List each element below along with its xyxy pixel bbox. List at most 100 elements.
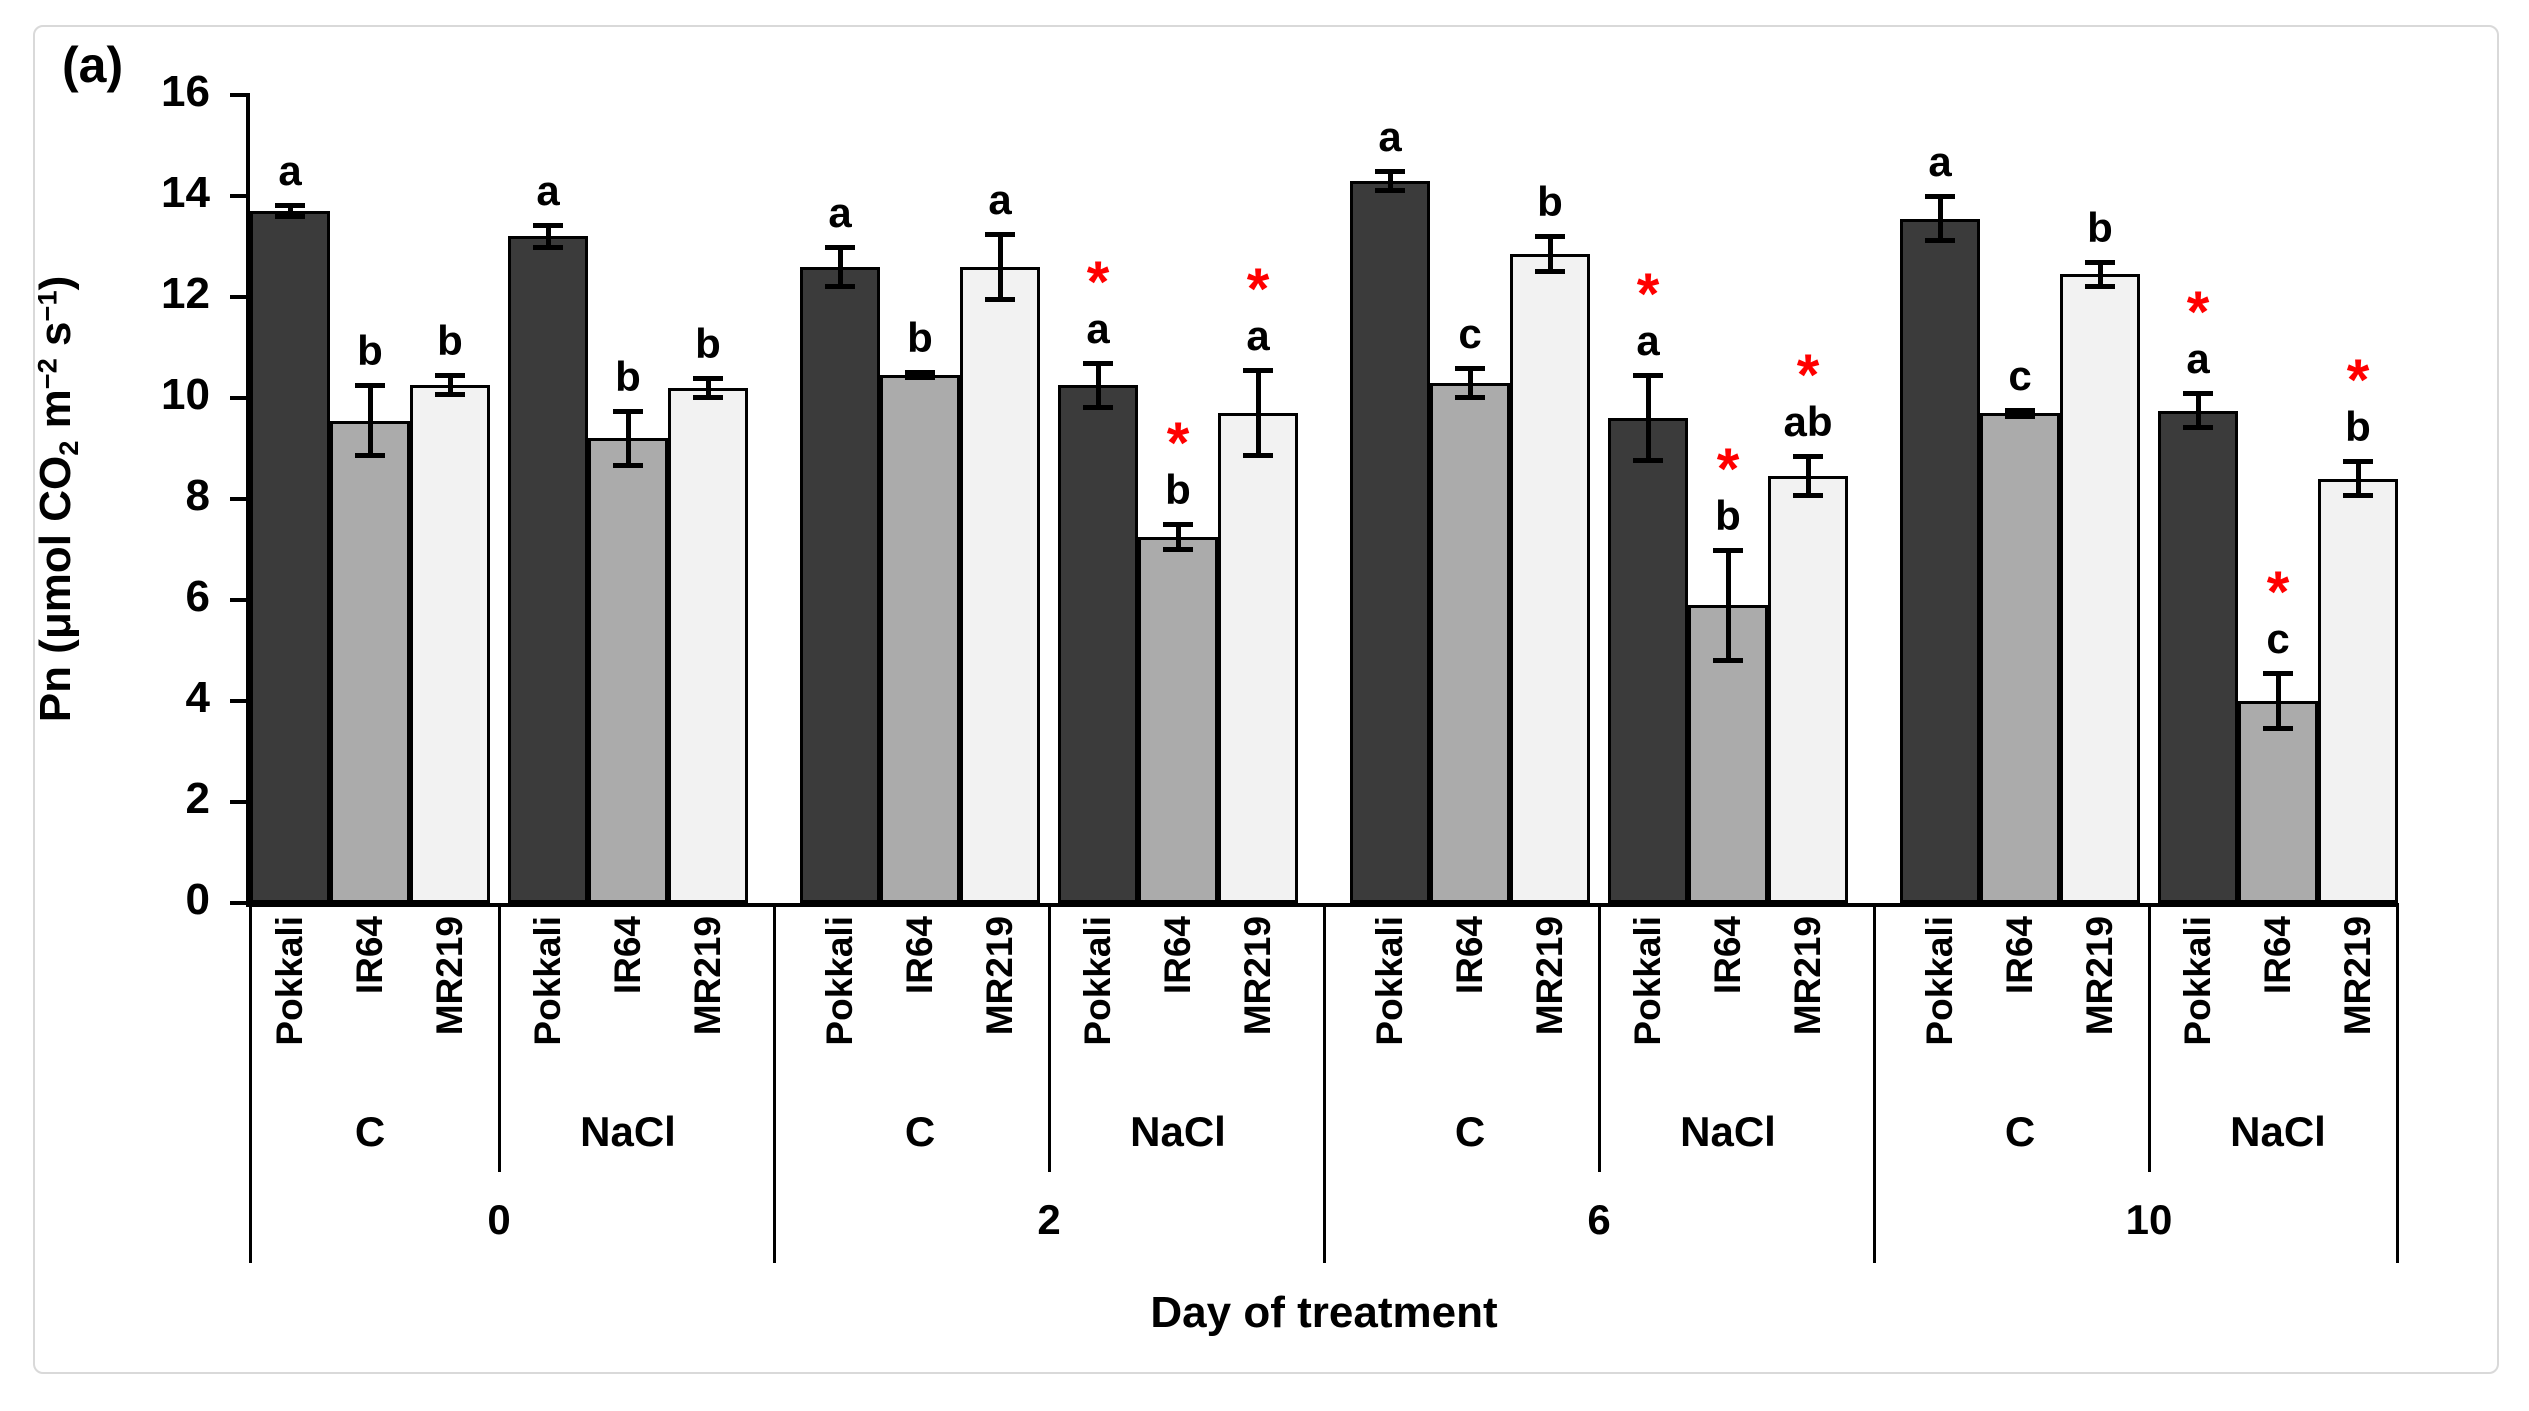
separator-line-long: [249, 903, 252, 1263]
error-bar: [837, 246, 843, 287]
y-axis-tick: [230, 901, 250, 905]
error-bar-cap: [613, 408, 643, 414]
variety-label: Pokkali: [1919, 916, 1960, 1106]
significance-letter: a: [278, 147, 302, 195]
error-bar: [2195, 392, 2201, 429]
error-bar-cap: [1535, 234, 1565, 240]
error-bar-cap: [1375, 168, 1405, 174]
significance-letter: c: [2008, 351, 2032, 399]
error-bar-cap: [1925, 238, 1955, 244]
error-bar-cap: [1163, 546, 1193, 552]
variety-label: MR219: [1237, 916, 1278, 1106]
error-bar: [2017, 409, 2023, 417]
significance-letter: a: [1246, 312, 1270, 360]
significance-asterisk: *: [1246, 257, 1270, 323]
day-label: 2: [1037, 1196, 1061, 1243]
significance-letter: c: [2266, 615, 2290, 663]
variety-label: Pokkali: [1369, 916, 1410, 1106]
bar: [1058, 385, 1138, 903]
error-bar: [1645, 375, 1651, 462]
significance-asterisk: *: [1796, 343, 1820, 409]
significance-asterisk: *: [1716, 436, 1740, 502]
variety-label-text: IR64: [1707, 916, 1748, 995]
variety-label: MR219: [979, 916, 1020, 1106]
variety-label-text: MR219: [1237, 916, 1278, 1036]
bar: [800, 266, 880, 903]
variety-label-text: Pokkali: [2177, 916, 2218, 1046]
significance-letter: b: [357, 327, 383, 375]
variety-label-text: MR219: [2079, 916, 2120, 1036]
bar: [588, 438, 668, 903]
error-bar: [1937, 196, 1943, 242]
variety-label: IR64: [1999, 916, 2040, 1106]
y-axis-tick-label: 8: [185, 471, 210, 520]
error-bar-cap: [2263, 725, 2293, 731]
significance-letter: a: [1378, 112, 1402, 160]
error-bar-cap: [1925, 194, 1955, 199]
y-axis-tick-label: 16: [161, 67, 210, 116]
error-bar-cap: [1455, 395, 1485, 400]
error-bar-cap: [985, 296, 1015, 302]
treatment-label: NaCl: [2230, 1108, 2326, 1155]
separator-line-long: [1323, 903, 1326, 1263]
error-bar-cap: [613, 463, 643, 469]
significance-letter: b: [437, 317, 463, 365]
significance-letter: b: [907, 314, 933, 362]
variety-label: IR64: [1449, 916, 1490, 1106]
error-bar-cap: [533, 244, 563, 250]
significance-letter: c: [1458, 309, 1482, 357]
variety-label: IR64: [1707, 916, 1748, 1106]
error-bar: [447, 375, 453, 396]
error-bar-cap: [1713, 547, 1743, 553]
variety-label: IR64: [2257, 916, 2298, 1106]
error-bar-cap: [2183, 390, 2213, 396]
significance-letter: a: [1086, 304, 1110, 352]
x-axis-line: [246, 903, 2398, 907]
y-axis-tick: [230, 295, 250, 299]
bar: [2060, 274, 2140, 903]
significance-letter: a: [828, 188, 852, 236]
variety-label-text: IR64: [1449, 916, 1490, 995]
variety-label-text: Pokkali: [269, 916, 310, 1046]
error-bar: [1095, 362, 1101, 409]
variety-label: MR219: [1787, 916, 1828, 1106]
variety-label-text: Pokkali: [1369, 916, 1410, 1046]
error-bar-cap: [1243, 453, 1273, 459]
variety-label: IR64: [607, 916, 648, 1106]
error-bar: [1805, 456, 1811, 497]
error-bar-cap: [2085, 259, 2115, 265]
y-axis-tick-label: 0: [185, 875, 210, 924]
treatment-label: C: [1454, 1108, 1486, 1155]
significance-letter: b: [695, 319, 721, 367]
variety-label-text: IR64: [349, 916, 390, 995]
variety-label-text: IR64: [2257, 916, 2298, 995]
variety-label-text: IR64: [1999, 916, 2040, 995]
variety-label: Pokkali: [819, 916, 860, 1106]
error-bar: [1467, 367, 1473, 398]
bar: [250, 211, 330, 903]
error-bar: [1255, 370, 1261, 457]
y-axis-tick-label: 4: [185, 673, 210, 722]
variety-label: MR219: [429, 916, 470, 1106]
error-bar-cap: [355, 453, 385, 459]
error-bar: [997, 233, 1003, 300]
variety-label-text: IR64: [899, 916, 940, 995]
error-bar-cap: [1455, 365, 1485, 371]
error-bar: [367, 385, 373, 457]
treatment-label: NaCl: [1130, 1108, 1226, 1155]
day-label: 10: [2125, 1196, 2173, 1243]
error-bar-cap: [905, 370, 935, 376]
bar: [410, 385, 490, 903]
error-bar-cap: [355, 383, 385, 389]
error-bar: [2355, 461, 2361, 497]
error-bar: [917, 372, 923, 379]
x-axis-title: Day of treatment: [1150, 1288, 1498, 1337]
bar: [2158, 410, 2238, 903]
significance-asterisk: *: [2186, 279, 2210, 345]
error-bar: [287, 205, 293, 218]
separator-line-long: [1873, 903, 1876, 1263]
variety-label: IR64: [899, 916, 940, 1106]
significance-letter: a: [2186, 334, 2210, 382]
